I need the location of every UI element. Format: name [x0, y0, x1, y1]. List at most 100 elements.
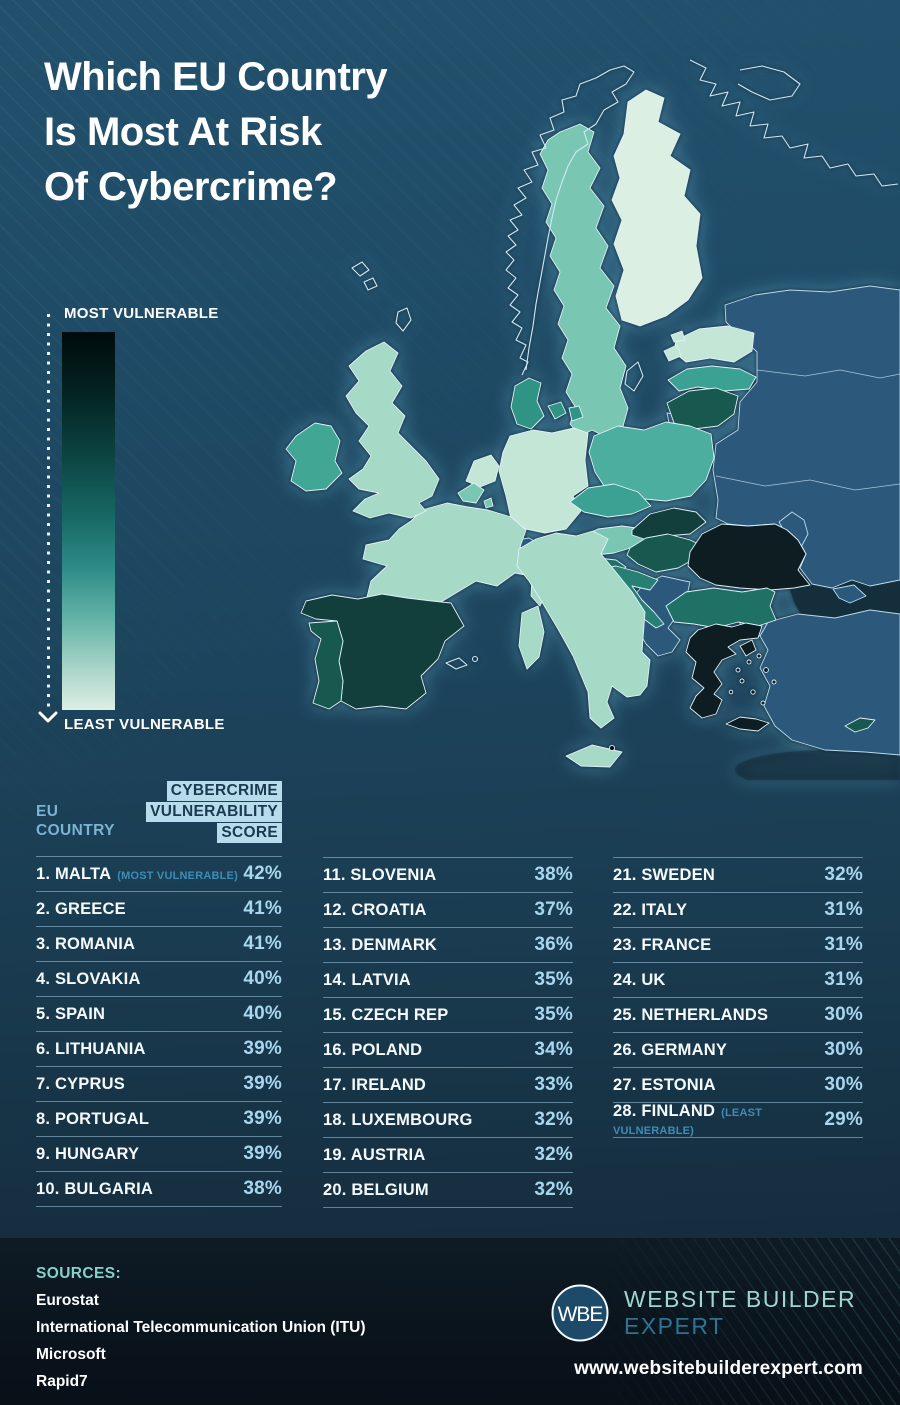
score-value: 32% — [824, 864, 863, 885]
country-rank-name: 27. ESTONIA — [613, 1075, 716, 1094]
country-turkey — [759, 609, 900, 756]
table-row: 1. MALTA (MOST VULNERABLE) 42% — [36, 857, 282, 892]
table-row: 22. ITALY 31% — [613, 893, 863, 928]
balearic-islands-outline — [471, 655, 479, 663]
table-row: 15. CZECH REP 35% — [323, 998, 573, 1033]
score-value: 39% — [243, 1038, 282, 1059]
score-value: 38% — [534, 864, 573, 885]
aegean-island — [728, 689, 734, 695]
country-rank-name: 20. BELGIUM — [323, 1180, 429, 1199]
table-row: 11. SLOVENIA 38% — [323, 858, 573, 893]
table-row: 14. LATVIA 35% — [323, 963, 573, 998]
table-row: 10. BULGARIA 38% — [36, 1172, 282, 1207]
country-rank-name: 21. SWEDEN — [613, 865, 715, 884]
aegean-island — [750, 689, 756, 695]
country-cyprus — [844, 717, 876, 733]
table-row: 2. GREECE 41% — [36, 892, 282, 927]
country-rank-name: 24. UK — [613, 970, 666, 989]
table-row: 12. CROATIA 37% — [323, 893, 573, 928]
country-rank-name: 11. SLOVENIA — [323, 865, 437, 884]
aegean-island — [760, 700, 766, 706]
country-rank-name: 10. BULGARIA — [36, 1179, 153, 1198]
country-greece — [685, 622, 763, 719]
country-lithuania — [666, 387, 739, 430]
source-item: Rapid7 — [36, 1373, 88, 1390]
country-rank-name: 28. FINLAND — [613, 1101, 716, 1120]
faroe-islands-outline — [363, 277, 378, 291]
vulnerability-tag: (MOST VULNERABLE) — [117, 869, 238, 882]
country-italy — [516, 530, 651, 729]
aegean-island — [763, 667, 769, 673]
country-romania — [687, 523, 811, 591]
country-luxembourg — [483, 497, 494, 509]
score-value: 39% — [243, 1108, 282, 1129]
shetland-islands-outline — [395, 307, 412, 332]
country-slovakia — [631, 507, 707, 540]
country-rank-name: 7. CYPRUS — [36, 1074, 125, 1093]
country-latvia — [667, 365, 757, 392]
score-value: 30% — [824, 1074, 863, 1095]
crimea-peninsula — [832, 584, 867, 604]
balearic-islands-outline — [445, 657, 468, 670]
table-row: 7. CYPRUS 39% — [36, 1067, 282, 1102]
table-row: 21. SWEDEN 32% — [613, 858, 863, 893]
table-row: 5. SPAIN 40% — [36, 997, 282, 1032]
ranking-column-2: 11. SLOVENIA 38% 12. CROATIA 37% 13. DENMARK… — [323, 857, 573, 1208]
score-value: 34% — [534, 1039, 573, 1060]
title-line-2: Is Most At Risk — [44, 110, 322, 154]
estonia-island-hiiumaa — [670, 330, 686, 343]
aegean-island — [771, 679, 777, 685]
brand-line-1: WEBSITE BUILDER — [624, 1286, 857, 1312]
score-value: 33% — [534, 1074, 573, 1095]
country-rank-name: 23. FRANCE — [613, 935, 712, 954]
brand-name: WEBSITE BUILDER EXPERT — [624, 1286, 856, 1340]
denmark-island-funen — [547, 401, 567, 420]
country-rank-name: 13. DENMARK — [323, 935, 438, 954]
score-value: 39% — [243, 1073, 282, 1094]
aegean-island — [746, 659, 752, 665]
score-value: 37% — [534, 899, 573, 920]
source-item: International Telecommunication Union (I… — [36, 1319, 366, 1336]
table-row: 16. POLAND 34% — [323, 1033, 573, 1068]
score-value: 41% — [243, 898, 282, 919]
country-czech-republic — [569, 483, 652, 518]
score-value: 30% — [824, 1004, 863, 1025]
table-row: 18. LUXEMBOURG 32% — [323, 1103, 573, 1138]
sources-label: SOURCES: — [36, 1265, 122, 1282]
country-rank-name: 17. IRELAND — [323, 1075, 427, 1094]
denmark-island-zealand — [568, 405, 584, 422]
ranking-column-1: 1. MALTA (MOST VULNERABLE) 42% 2. GREECE 41%… — [36, 856, 282, 1207]
score-value: 31% — [824, 934, 863, 955]
country-uk — [345, 341, 440, 519]
country-rank-name: 8. PORTUGAL — [36, 1109, 150, 1128]
country-rank-name: 2. GREECE — [36, 899, 126, 918]
brand-line-2: EXPERT — [624, 1313, 725, 1339]
norway-coast-outline — [505, 65, 635, 376]
wbe-logo: WBE — [551, 1284, 609, 1342]
score-value: 32% — [534, 1144, 573, 1165]
country-rank-name: 16. POLAND — [323, 1040, 423, 1059]
table-row: 17. IRELAND 33% — [323, 1068, 573, 1103]
country-estonia — [673, 325, 755, 363]
legend-dotted-line — [47, 314, 50, 710]
country-rank-name: 15. CZECH REP — [323, 1005, 449, 1024]
country-malta — [608, 744, 616, 752]
country-rank-name: 22. ITALY — [613, 900, 688, 919]
country-bulgaria — [665, 587, 777, 629]
legend-gradient-bar — [62, 332, 115, 710]
estonia-island-saaremaa — [663, 344, 682, 362]
website-url: www.websitebuilderexpert.com — [574, 1358, 863, 1379]
table-row: 24. UK 31% — [613, 963, 863, 998]
italy-island-sardinia — [518, 605, 545, 670]
country-sweden — [539, 123, 629, 439]
score-value: 32% — [534, 1109, 573, 1130]
table-row: 9. HUNGARY 39% — [36, 1137, 282, 1172]
greece-island-euboea — [739, 639, 757, 657]
table-row: 25. NETHERLANDS 30% — [613, 998, 863, 1033]
score-value: 31% — [824, 969, 863, 990]
aegean-island — [756, 653, 762, 659]
legend-least-label: LEAST VULNERABLE — [64, 716, 225, 733]
italy-island-sicily — [565, 744, 623, 768]
table-row: 4. SLOVAKIA 40% — [36, 962, 282, 997]
country-france — [362, 502, 538, 613]
